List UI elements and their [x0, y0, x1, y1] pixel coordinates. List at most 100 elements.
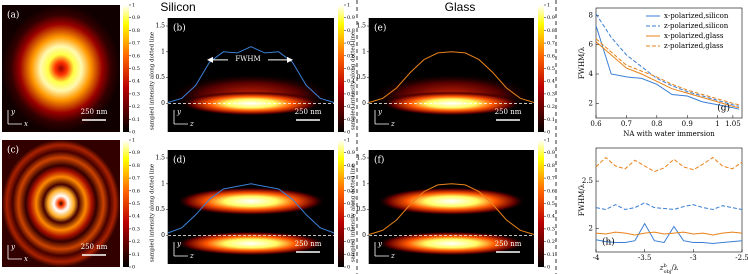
header: Silicon: [160, 0, 195, 14]
x-axis-label: zb obj/λ: [659, 263, 679, 274]
image-band: [176, 187, 326, 216]
colorbar-tick-label: 0.9: [132, 150, 140, 156]
x-axis-label-part: obj: [664, 269, 672, 274]
panel-label: (a): [7, 10, 19, 21]
profile-tick-label: 0: [161, 232, 165, 239]
colorbar-tick-label: 0.3: [132, 91, 140, 97]
series-line: [595, 13, 740, 107]
profile-line: [368, 51, 535, 103]
legend-label: x-polarized,silicon: [664, 12, 729, 20]
x-tick-label: -4: [593, 254, 600, 262]
x-tick-label: -2.5: [735, 254, 748, 262]
profile-tick-label: 1.5: [356, 155, 366, 162]
colorbar-tick-label: 0.9: [347, 150, 355, 156]
colorbar-tick-label: 0.3: [347, 226, 355, 232]
profile-line: [368, 183, 535, 235]
colorbar-tick-label: 0.1: [547, 252, 555, 258]
colorbar-tick-label: 0.8: [347, 28, 355, 34]
colorbar-tick-label: 0.3: [547, 91, 555, 97]
colorbar-tick-label: 0.5: [347, 201, 355, 207]
image-band: [377, 231, 526, 256]
panel-label: (g): [717, 103, 730, 114]
colorbar: [338, 140, 344, 267]
x-axis-label: NA with water immersion: [623, 130, 715, 138]
colorbar: [538, 5, 544, 132]
colorbar-tick-label: 0: [132, 265, 135, 271]
colorbar-tick-label: 0.3: [132, 226, 140, 232]
colorbar-tick-label: 0.1: [347, 117, 355, 123]
axis-glyph: [173, 242, 188, 257]
axis-glyph-label: y: [176, 240, 182, 248]
profile-tick-label: 0.5: [155, 74, 165, 81]
scale-label: 250 nm: [295, 240, 322, 248]
x-tick-label: 0.7: [621, 120, 632, 128]
x-tick-label: -3.5: [638, 254, 652, 262]
legend-label: z-polarized,glass: [664, 42, 724, 50]
colorbar-tick-label: 1: [547, 3, 550, 9]
colorbar-tick-label: 0.6: [547, 188, 555, 194]
scale-label: 250 nm: [295, 108, 322, 116]
colorbar-tick-label: 0.9: [547, 150, 555, 156]
colorbar-tick-label: 0.8: [547, 28, 555, 34]
axis-glyph-label: y: [377, 108, 383, 116]
x-axis-label-part: b: [663, 263, 666, 269]
image-band: [377, 187, 526, 216]
colorbar-tick-label: 0.4: [547, 79, 555, 85]
axis-glyph: [374, 242, 389, 257]
series-line: [595, 231, 743, 236]
colorbar-tick-label: 0.2: [132, 239, 140, 245]
profile-axis-label: sampled intensity along dotted line: [150, 164, 156, 262]
profile-tick-label: 1: [362, 180, 366, 187]
colorbar-tick-label: 0.7: [347, 41, 355, 47]
colorbar-tick-label: 0.5: [347, 66, 355, 72]
colorbar-tick-label: 0.9: [347, 15, 355, 21]
axis-glyph-label: z: [390, 252, 395, 260]
profile-tick-label: 0.5: [356, 206, 366, 213]
profile-axis-label: sampled intensity along dotted line: [150, 32, 156, 130]
x-tick-label: 1: [715, 120, 719, 128]
colorbar-tick-label: 0.4: [547, 214, 555, 220]
colorbar-tick-label: 0: [347, 265, 350, 271]
colorbar-tick-label: 0.9: [547, 15, 555, 21]
profile-axis-label: sampled intensity along dotted line: [351, 32, 357, 130]
colorbar-tick-label: 0.6: [547, 53, 555, 59]
profile-tick-label: 1: [161, 48, 165, 55]
legend-label: x-polarized,glass: [664, 32, 724, 40]
colorbar-tick-label: 0: [547, 130, 550, 136]
image: [2, 5, 120, 132]
axis-glyph: [7, 245, 22, 260]
axis-glyph: [173, 110, 188, 125]
colorbar-tick-label: 0.7: [132, 41, 140, 47]
y-axis-label: FWHM/λ: [578, 46, 586, 79]
axis-glyph-label: y: [176, 108, 182, 116]
scale-label: 250 nm: [81, 108, 108, 116]
axis-glyph-label: y: [10, 243, 16, 251]
colorbar-tick-label: 0.9: [132, 15, 140, 21]
colorbar-tick-label: 0.2: [132, 104, 140, 110]
colorbar-tick-label: 1: [547, 138, 550, 144]
colorbar-tick-label: 1: [132, 3, 135, 9]
profile-tick-label: 0: [161, 100, 165, 107]
colorbar-tick-label: 0.6: [347, 188, 355, 194]
profile-tick-label: 0: [362, 100, 366, 107]
colorbar-tick-label: 0.7: [547, 41, 555, 47]
colorbar-tick-label: 0.1: [347, 252, 355, 258]
series-line: [595, 222, 743, 245]
axis-glyph: [7, 110, 22, 125]
profile-line: [167, 183, 335, 234]
y-tick-label: 4: [589, 70, 594, 78]
axis-glyph-label: x: [24, 255, 28, 263]
profile-tick-label: 0: [362, 232, 366, 239]
colorbar-tick-label: 0.5: [547, 201, 555, 207]
colorbar-tick-label: 0.1: [132, 252, 140, 258]
series-line: [595, 156, 743, 173]
x-tick-label: 0.6: [590, 120, 602, 128]
x-tick-label: 0.9: [682, 120, 693, 128]
colorbar-tick-label: 0.4: [347, 214, 355, 220]
colorbar-tick-label: 0.3: [547, 226, 555, 232]
profile-tick-label: 1.5: [155, 155, 165, 162]
colorbar-tick-label: 0.8: [132, 28, 140, 34]
colorbar-tick-label: 1: [347, 138, 350, 144]
y-tick-label: 6: [589, 41, 594, 49]
colorbar-tick-label: 0: [347, 130, 350, 136]
